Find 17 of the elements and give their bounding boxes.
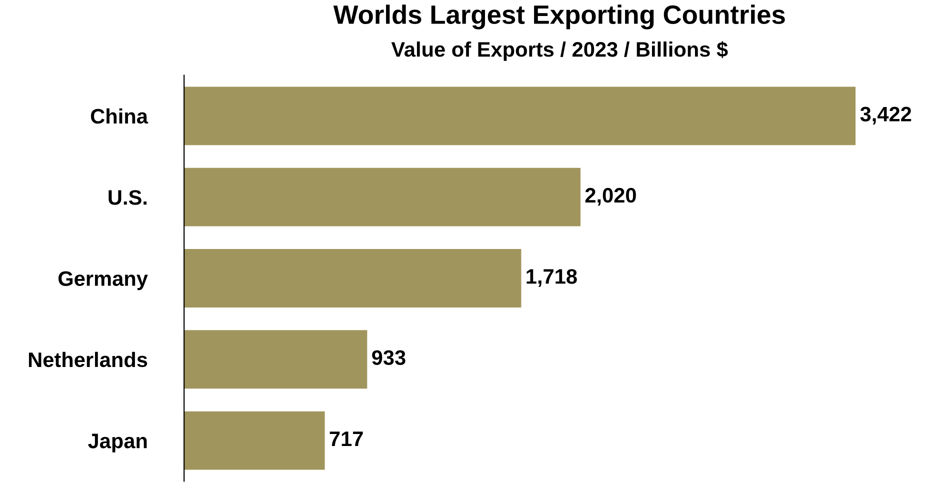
y-tick-label: Japan — [88, 434, 147, 452]
data-label: 933 — [372, 350, 406, 366]
bar — [184, 330, 368, 389]
data-label: 3,422 — [860, 106, 912, 125]
bar — [184, 86, 856, 146]
y-tick-label: Germany — [58, 271, 148, 290]
y-tick-label: U.S. — [108, 190, 147, 205]
y-tick-label: Netherlands — [28, 352, 148, 368]
chart-subtitle: Value of Exports / 2023 / Billions $ — [391, 41, 728, 61]
bar — [184, 168, 580, 226]
data-label: 1,718 — [526, 269, 577, 287]
data-label: 2,020 — [585, 188, 636, 206]
data-label: 717 — [330, 432, 363, 446]
bar — [184, 249, 522, 308]
chart-title: Worlds Largest Exporting Countries — [333, 4, 785, 30]
y-tick-label: China — [90, 108, 148, 124]
bar — [184, 411, 325, 470]
